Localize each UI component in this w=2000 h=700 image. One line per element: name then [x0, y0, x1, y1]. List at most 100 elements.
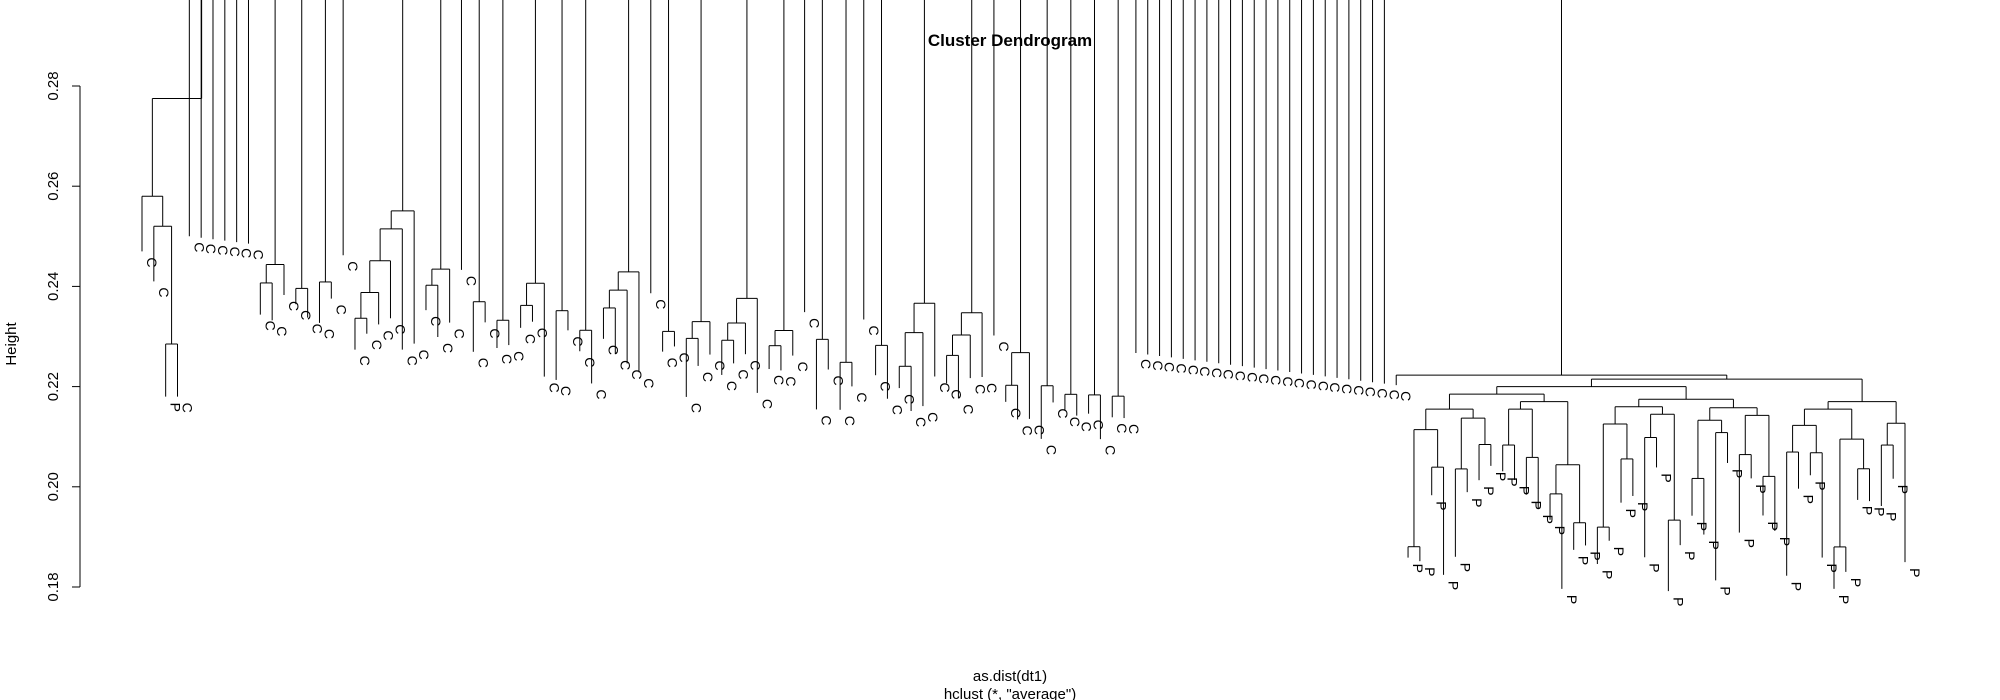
y-tick-label: 0.28: [45, 71, 62, 100]
leaf-label: P: [1777, 537, 1793, 546]
leaf-label: C: [984, 383, 1000, 393]
y-tick-label: 0.18: [45, 572, 62, 601]
leaf-label: C: [1173, 363, 1189, 373]
leaf-label: C: [605, 345, 621, 355]
leaf-label: C: [937, 382, 953, 392]
leaf-label: C: [1031, 425, 1047, 435]
leaf-label: C: [428, 316, 444, 326]
leaf-label: C: [676, 352, 692, 362]
leaf-label: P: [1457, 563, 1473, 572]
leaf-label: P: [1623, 509, 1639, 518]
leaf-label: C: [1256, 374, 1272, 384]
leaf-label: C: [1091, 420, 1107, 430]
leaf-label: C: [475, 358, 491, 368]
leaf-label: C: [617, 360, 633, 370]
leaf-label: P: [1410, 564, 1426, 573]
leaf-label: C: [1138, 359, 1154, 369]
leaf-label: P: [1765, 521, 1781, 530]
leaf-label: C: [357, 356, 373, 366]
leaf-label: P: [1446, 581, 1462, 590]
leaf-label: P: [1860, 506, 1876, 515]
leaf-label: C: [1375, 388, 1391, 398]
leaf-label: P: [1564, 595, 1580, 604]
leaf-label: C: [1244, 372, 1260, 382]
leaf-label: P: [1647, 563, 1663, 572]
leaf-label: C: [842, 416, 858, 426]
leaf-label: P: [1505, 477, 1521, 486]
leaf-label: P: [1540, 515, 1556, 524]
leaf-label: C: [250, 250, 266, 260]
leaf-label: P: [1789, 582, 1805, 591]
leaf-label: C: [866, 325, 882, 335]
leaf-label: C: [1292, 378, 1308, 388]
leaf-label: P: [1812, 481, 1828, 490]
leaf-label: C: [783, 376, 799, 386]
leaf-label: C: [1221, 369, 1237, 379]
leaf-label: C: [1185, 365, 1201, 375]
leaf-label: C: [1233, 371, 1249, 381]
leaf-label: C: [558, 386, 574, 396]
x-axis-sublabel: hclust (*, "average"): [944, 686, 1076, 700]
leaf-label: C: [1008, 408, 1024, 418]
leaf-label: C: [286, 301, 302, 311]
leaf-label: C: [949, 389, 965, 399]
leaf-label: C: [262, 321, 278, 331]
leaf-label: P: [1611, 547, 1627, 556]
leaf-label: P: [1883, 512, 1899, 521]
leaf-label: C: [901, 394, 917, 404]
y-tick-label: 0.20: [45, 472, 62, 501]
leaf-label: C: [1280, 377, 1296, 387]
leaf-label: C: [1067, 417, 1083, 427]
leaf-label: P: [1517, 486, 1533, 495]
leaf-label: C: [665, 358, 681, 368]
leaf-label: C: [1197, 366, 1213, 376]
leaf-label: C: [511, 351, 527, 361]
leaf-label: P: [1706, 541, 1722, 550]
leaf-label: C: [807, 318, 823, 328]
leaf-label: C: [1114, 423, 1130, 433]
y-axis-label: Height: [3, 321, 20, 365]
leaf-label: C: [878, 381, 894, 391]
leaf-label: C: [203, 244, 219, 254]
leaf-label: P: [1730, 469, 1746, 478]
leaf-label: C: [1386, 390, 1402, 400]
leaf-label: P: [1576, 556, 1592, 565]
leaf-label: C: [1102, 445, 1118, 455]
leaf-label: C: [830, 376, 846, 386]
leaf-label: C: [274, 326, 290, 336]
leaf-label: C: [653, 299, 669, 309]
leaf-label: C: [1209, 368, 1225, 378]
leaf-label: P: [1434, 501, 1450, 510]
leaf-label: C: [144, 257, 160, 267]
leaf-label: C: [570, 336, 586, 346]
leaf-label: C: [913, 417, 929, 427]
leaf-label: C: [771, 375, 787, 385]
leaf-label: C: [1315, 381, 1331, 391]
leaf-label: P: [1718, 586, 1734, 595]
leaf-label: C: [487, 328, 503, 338]
leaf-label: C: [523, 334, 539, 344]
leaf-label: C: [1398, 391, 1414, 401]
leaf-label: C: [582, 357, 598, 367]
leaf-label: C: [889, 405, 905, 415]
leaf-label: C: [700, 372, 716, 382]
leaf-label: C: [392, 324, 408, 334]
leaf-label: C: [1126, 424, 1142, 434]
leaf-label: C: [345, 261, 361, 271]
leaf-label: C: [191, 242, 207, 252]
leaf-label: P: [1552, 526, 1568, 535]
dendrogram-tree: CCPCCCCCCCCCCCCCCCCCCCCCCCCCCCCCCCCCCCCC…: [141, 0, 1923, 606]
leaf-label: C: [179, 403, 195, 413]
leaf-label: C: [440, 343, 456, 353]
leaf-label: C: [534, 328, 550, 338]
leaf-label: C: [1339, 384, 1355, 394]
leaf-label: C: [996, 342, 1012, 352]
leaf-label: C: [972, 384, 988, 394]
leaf-label: P: [1848, 578, 1864, 587]
leaf-label: P: [1836, 595, 1852, 604]
leaf-label: C: [546, 383, 562, 393]
y-tick-label: 0.22: [45, 372, 62, 401]
leaf-label: C: [416, 350, 432, 360]
leaf-label: P: [1659, 473, 1675, 482]
y-tick-label: 0.24: [45, 272, 62, 301]
